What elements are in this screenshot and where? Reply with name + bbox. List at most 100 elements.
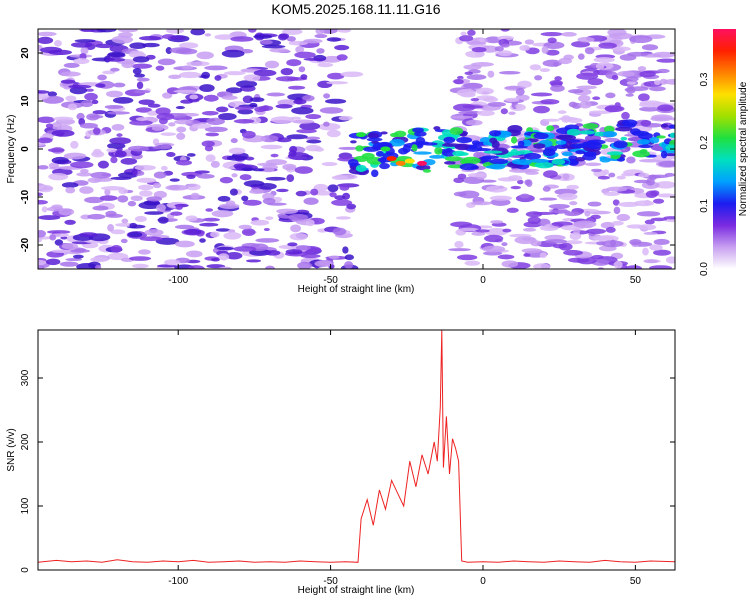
spectrogram-cell — [157, 58, 176, 66]
spectrogram-cell — [139, 236, 163, 242]
spectrogram-cell — [92, 205, 109, 211]
spectrogram-cell — [266, 92, 286, 97]
spectrogram-cell — [355, 164, 367, 173]
spectrogram-cell — [479, 179, 497, 183]
spectrogram-cell — [168, 74, 182, 80]
spectrogram-cell — [586, 142, 603, 150]
spectrogram-cell — [571, 41, 591, 48]
spectrogram-cell — [170, 211, 183, 216]
spectrogram-cell — [138, 184, 154, 191]
spectrogram-cell — [199, 222, 219, 227]
spectrogram-cell — [507, 152, 523, 156]
spectrogram-cell — [414, 131, 427, 137]
spectrogram-cell — [186, 153, 196, 157]
spectrogram-cell — [643, 231, 658, 235]
spectrogram-cell — [501, 260, 519, 268]
spectrogram-cell — [564, 211, 581, 217]
spectrogram-cell — [611, 220, 624, 226]
spectrogram-cell — [78, 232, 99, 238]
spectrogram-cell — [302, 95, 315, 102]
spectrogram-cell — [120, 157, 138, 165]
spectrogram-cell — [53, 39, 62, 47]
spectrogram-cell — [326, 81, 349, 85]
spectrogram-cell — [170, 35, 186, 41]
spectrogram-cell — [138, 99, 155, 106]
spectrogram-cell — [243, 180, 265, 188]
spectrogram-cell — [49, 234, 57, 241]
spectrogram-cell — [497, 50, 513, 57]
spectrogram-cell — [69, 86, 88, 95]
spectrogram-cell — [142, 42, 160, 48]
spectrogram-cell — [561, 151, 573, 157]
spectrogram-cell — [241, 167, 254, 172]
spectrogram-cell — [434, 146, 443, 155]
spectrogram-cell — [350, 140, 357, 144]
spectrogram-cell — [160, 165, 168, 171]
spectrogram-cell — [138, 201, 162, 210]
spectrogram-cell — [79, 122, 98, 129]
spectrogram-cell — [128, 145, 150, 152]
spectrogram-cell — [74, 39, 96, 43]
spectrogram-cell — [327, 184, 339, 193]
spectrogram-cell — [115, 150, 127, 158]
spectrogram-cell — [338, 115, 353, 121]
spectrogram-cell — [604, 137, 620, 143]
spectrogram-cell — [38, 93, 50, 100]
spectrogram-cell — [592, 96, 601, 100]
spectrogram-cell — [305, 113, 322, 120]
spectrogram-cell — [459, 163, 478, 171]
spectrogram-cell — [48, 162, 59, 169]
spectrogram-cell — [210, 231, 220, 238]
spectrogram-cell — [480, 156, 492, 162]
spectrogram-cell — [280, 67, 294, 76]
spectrogram-cell — [132, 56, 150, 63]
spectrogram-cell — [60, 236, 68, 240]
spectrogram-cell — [202, 217, 220, 222]
spectrogram-cell — [96, 29, 117, 33]
spectrogram-cell — [652, 51, 675, 58]
spectrogram-cell — [355, 145, 364, 152]
colorbar-tick-label: 0.3 — [699, 72, 710, 86]
spectrogram-cell — [305, 219, 315, 227]
spectrogram-cell — [259, 39, 273, 45]
spectrogram-cell — [65, 258, 83, 262]
y-tick-label: -20 — [20, 237, 31, 252]
spectrogram-cell — [264, 60, 280, 69]
x-tick-label: -100 — [168, 576, 188, 587]
spectrogram-cell — [54, 239, 64, 246]
spectrogram-cell — [230, 138, 238, 144]
spectrogram-cell — [543, 170, 558, 179]
spectrogram-cell — [248, 29, 257, 33]
spectrogram-cell — [459, 35, 474, 42]
spectrogram-cell — [669, 132, 675, 138]
spectrogram-cell — [466, 74, 487, 80]
spectrogram-cell — [69, 161, 94, 169]
spectrogram-cell — [380, 131, 388, 135]
spectrogram-cell — [194, 170, 210, 174]
spectrogram-cell — [460, 31, 467, 36]
spectrogram-cell — [84, 196, 104, 204]
spectrogram-cell — [52, 116, 74, 121]
spectrogram-cell — [185, 215, 198, 222]
chart-title: KOM5.2025.168.11.11.G16 — [271, 1, 440, 17]
spectrogram-cell — [211, 210, 234, 218]
spectrogram-cell — [46, 258, 61, 266]
spectrogram-cell — [92, 110, 107, 115]
spectrogram-cell — [429, 154, 445, 159]
spectrogram-cell — [371, 169, 379, 178]
spectrogram-cell — [206, 117, 225, 126]
spectrogram-cell — [546, 125, 555, 132]
spectrogram-cell — [319, 107, 344, 114]
spectrogram-cell — [508, 168, 532, 173]
spectrogram-cell — [286, 36, 296, 42]
spectrogram-cell — [155, 237, 180, 245]
spectrogram-cell — [315, 29, 325, 35]
spectrogram-cell — [231, 173, 238, 178]
spectrogram-cell — [643, 259, 659, 264]
spectrogram-cell — [244, 156, 255, 161]
spectrogram-cell — [562, 173, 570, 180]
spectrogram-cell — [411, 144, 418, 152]
spectrogram-cell — [286, 134, 308, 140]
spectrogram-cell — [500, 29, 510, 32]
spectrogram-cell — [323, 121, 330, 127]
